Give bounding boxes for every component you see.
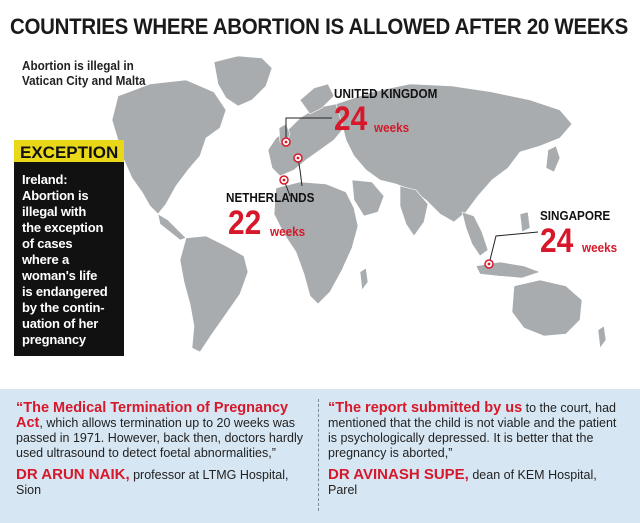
quotes-panel: “The Medical Termination of Pregnancy Ac… <box>0 389 640 523</box>
exception-line: Ireland: <box>22 172 68 187</box>
weeks-number-uk: 24 <box>334 100 368 138</box>
exception-heading: EXCEPTION <box>14 140 124 164</box>
japan-shape <box>545 145 561 173</box>
exception-line: the exception <box>22 220 104 235</box>
scandinavia-shape <box>299 83 335 115</box>
world-map <box>111 55 607 353</box>
quote-author-role: dean of KEM Hospital, Parel <box>328 468 597 497</box>
exception-line: Abortion is <box>22 188 89 203</box>
illegal-note-line: Vatican City and Malta <box>22 73 146 88</box>
quote-citation: DR ARUN NAIK, professor at LTMG Hospital… <box>16 467 312 498</box>
country-name-netherlands: NETHERLANDS <box>226 190 315 205</box>
exception-line: where a <box>22 252 70 267</box>
weeks-label-uk: weeks <box>374 120 410 135</box>
exception-line: pregnancy <box>22 332 86 347</box>
central-america-shape <box>157 213 187 241</box>
south-america-shape <box>179 235 249 353</box>
weeks-label-singapore: weeks <box>582 240 618 255</box>
africa-shape <box>273 181 359 305</box>
quote-lead: “The report submitted by us <box>328 400 523 416</box>
quote-author-role: professor at LTMG Hospital, Sion <box>16 468 289 497</box>
weeks-number-singapore: 24 <box>540 222 574 260</box>
quote-naik: “The Medical Termination of Pregnancy Ac… <box>16 401 312 498</box>
quote-text: to the court, had mentioned that the chi… <box>328 401 617 460</box>
exception-box: EXCEPTION Ireland: Abortion is illegal w… <box>14 140 124 356</box>
quote-citation: DR AVINASH SUPE, dean of KEM Hospital, P… <box>328 467 628 498</box>
quote-text: , which allows termination up to 20 week… <box>16 416 303 460</box>
quote-author: DR AVINASH SUPE, <box>328 466 469 483</box>
india-shape <box>399 185 429 237</box>
arabia-shape <box>351 179 385 217</box>
exception-line: woman's life <box>22 268 98 283</box>
quote-supe: “The report submitted by us to the court… <box>328 401 628 498</box>
new-zealand-shape <box>597 325 607 349</box>
exception-line: is endangered <box>22 284 108 299</box>
illegal-note: Abortion is illegal in Vatican City and … <box>22 58 146 88</box>
exception-line: by the contin- <box>22 300 105 315</box>
greenland-shape <box>213 55 273 107</box>
page-title: COUNTRIES WHERE ABORTION IS ALLOWED AFTE… <box>10 14 629 39</box>
australia-shape <box>511 279 583 337</box>
quotes-divider <box>318 399 319 511</box>
southeast-asia-shape <box>461 211 489 257</box>
asia-shape <box>335 83 573 223</box>
north-america-shape <box>111 79 227 215</box>
quote-author: DR ARUN NAIK, <box>16 466 130 483</box>
exception-line: of cases <box>22 236 73 251</box>
exception-line: uation of her <box>22 316 99 331</box>
madagascar-shape <box>359 267 369 291</box>
exception-line: illegal with <box>22 204 87 219</box>
uk-leader-line <box>285 117 332 142</box>
weeks-number-netherlands: 22 <box>228 204 262 242</box>
weeks-label-netherlands: weeks <box>270 224 306 239</box>
country-name-uk: UNITED KINGDOM <box>334 86 438 101</box>
country-name-singapore: SINGAPORE <box>540 208 611 223</box>
illegal-note-line: Abortion is illegal in <box>22 58 134 73</box>
quote-lead: “The Medical Termination of Pregnancy Ac… <box>16 400 289 431</box>
philippines-shape <box>519 211 531 233</box>
sg-leader-line <box>488 231 539 265</box>
exception-text: Ireland: Abortion is illegal with the ex… <box>14 164 124 348</box>
